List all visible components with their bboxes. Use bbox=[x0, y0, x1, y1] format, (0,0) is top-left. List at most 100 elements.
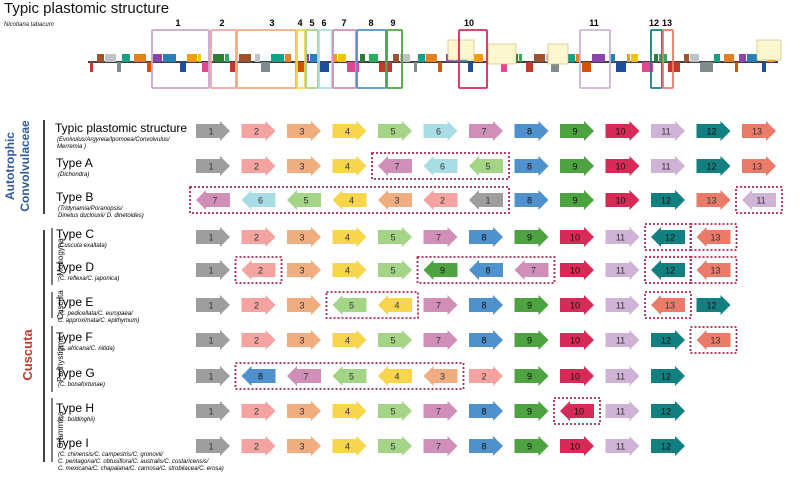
row-species: (C. pedicellata/C. europaea/ bbox=[58, 311, 134, 317]
block-number: 9 bbox=[527, 301, 532, 311]
block-11: 11 bbox=[605, 436, 640, 456]
block-5: 5 bbox=[332, 295, 367, 315]
block-arrow bbox=[241, 227, 276, 247]
region-box-11 bbox=[579, 29, 611, 89]
block-arrow bbox=[469, 330, 503, 350]
block-arrow bbox=[332, 436, 367, 456]
gene-block bbox=[762, 62, 766, 72]
block-4: 4 bbox=[378, 295, 412, 315]
gene-block bbox=[426, 54, 437, 62]
block-4: 4 bbox=[332, 260, 367, 280]
block-number: 9 bbox=[527, 336, 532, 346]
block-number: 3 bbox=[299, 407, 304, 417]
block-arrow bbox=[696, 227, 731, 247]
block-9: 9 bbox=[514, 295, 549, 315]
block-arrow bbox=[378, 436, 412, 456]
block-12: 12 bbox=[651, 190, 685, 210]
block-arrow bbox=[560, 295, 594, 315]
block-number: 7 bbox=[394, 162, 399, 172]
block-number: 9 bbox=[527, 233, 532, 243]
block-7: 7 bbox=[423, 330, 458, 350]
row-title: Type G bbox=[56, 366, 95, 380]
block-10: 10 bbox=[560, 330, 594, 350]
block-number: 4 bbox=[345, 266, 350, 276]
block-11: 11 bbox=[651, 121, 685, 141]
block-number: 12 bbox=[661, 407, 671, 417]
block-arrow bbox=[378, 260, 412, 280]
block-number: 11 bbox=[616, 233, 625, 243]
gene-block bbox=[714, 54, 720, 62]
gene-block bbox=[547, 43, 569, 65]
block-number: 3 bbox=[299, 301, 304, 311]
block-number: 5 bbox=[390, 442, 395, 452]
block-7: 7 bbox=[423, 436, 458, 456]
block-2: 2 bbox=[469, 366, 503, 386]
gene-block bbox=[592, 54, 605, 62]
block-number: 1 bbox=[208, 233, 213, 243]
block-10: 10 bbox=[605, 121, 640, 141]
block-number: 3 bbox=[440, 372, 445, 382]
row-species: C. mexicana/C. chapalana/C. carnosa/C. s… bbox=[58, 466, 224, 472]
block-arrow bbox=[287, 260, 321, 280]
region-label-2: 2 bbox=[219, 18, 224, 28]
block-arrow bbox=[469, 366, 503, 386]
block-number: 10 bbox=[615, 127, 625, 137]
block-arrow bbox=[241, 366, 276, 386]
gene-block bbox=[747, 54, 758, 62]
block-10: 10 bbox=[560, 227, 594, 247]
family-label-autotrophic: Autotrophic bbox=[3, 132, 17, 200]
block-5: 5 bbox=[378, 436, 412, 456]
block-11: 11 bbox=[742, 190, 776, 210]
block-arrow bbox=[423, 330, 458, 350]
row-species: (C. boldinghii) bbox=[58, 417, 95, 423]
gene-block bbox=[724, 54, 734, 62]
block-number: 7 bbox=[481, 127, 486, 137]
gene-block bbox=[90, 62, 93, 72]
block-number: 8 bbox=[481, 442, 486, 452]
block-number: 2 bbox=[481, 372, 486, 382]
block-11: 11 bbox=[605, 260, 640, 280]
block-arrow bbox=[423, 227, 458, 247]
block-arrow bbox=[560, 190, 594, 210]
block-arrow bbox=[651, 401, 685, 421]
block-number: 5 bbox=[303, 196, 308, 206]
block-arrow bbox=[651, 436, 685, 456]
block-4: 4 bbox=[332, 227, 367, 247]
gene-block bbox=[631, 54, 638, 62]
block-number: 13 bbox=[710, 233, 720, 243]
gene-block bbox=[198, 54, 201, 62]
block-number: 4 bbox=[345, 442, 350, 452]
block-9: 9 bbox=[560, 121, 594, 141]
block-number: 12 bbox=[706, 301, 716, 311]
block-1: 1 bbox=[196, 121, 230, 141]
block-arrow bbox=[423, 121, 458, 141]
region-label-4: 4 bbox=[297, 18, 302, 28]
gene-block bbox=[468, 62, 473, 72]
region-label-5: 5 bbox=[309, 18, 314, 28]
block-number: 3 bbox=[394, 196, 399, 206]
gene-block bbox=[400, 54, 410, 62]
gene-block bbox=[187, 54, 197, 62]
block-11: 11 bbox=[651, 156, 685, 176]
block-arrow bbox=[651, 156, 685, 176]
region-label-8: 8 bbox=[368, 18, 373, 28]
block-number: 8 bbox=[481, 301, 486, 311]
block-7: 7 bbox=[287, 366, 321, 386]
gene-block bbox=[668, 62, 680, 72]
block-arrow bbox=[423, 190, 458, 210]
block-number: 2 bbox=[254, 127, 259, 137]
block-arrow bbox=[605, 156, 640, 176]
gene-block bbox=[295, 62, 305, 72]
block-2: 2 bbox=[241, 436, 276, 456]
block-number: 5 bbox=[390, 233, 395, 243]
block-number: 12 bbox=[706, 162, 716, 172]
gene-block bbox=[318, 62, 329, 72]
block-number: 2 bbox=[254, 407, 259, 417]
block-arrow bbox=[560, 121, 594, 141]
block-number: 9 bbox=[572, 127, 577, 137]
block-number: 6 bbox=[258, 196, 263, 206]
row-species: C. approximata/C. epithymum) bbox=[58, 318, 139, 324]
block-number: 2 bbox=[254, 301, 259, 311]
block-arrow bbox=[287, 121, 321, 141]
rearrangement-box bbox=[189, 186, 510, 214]
